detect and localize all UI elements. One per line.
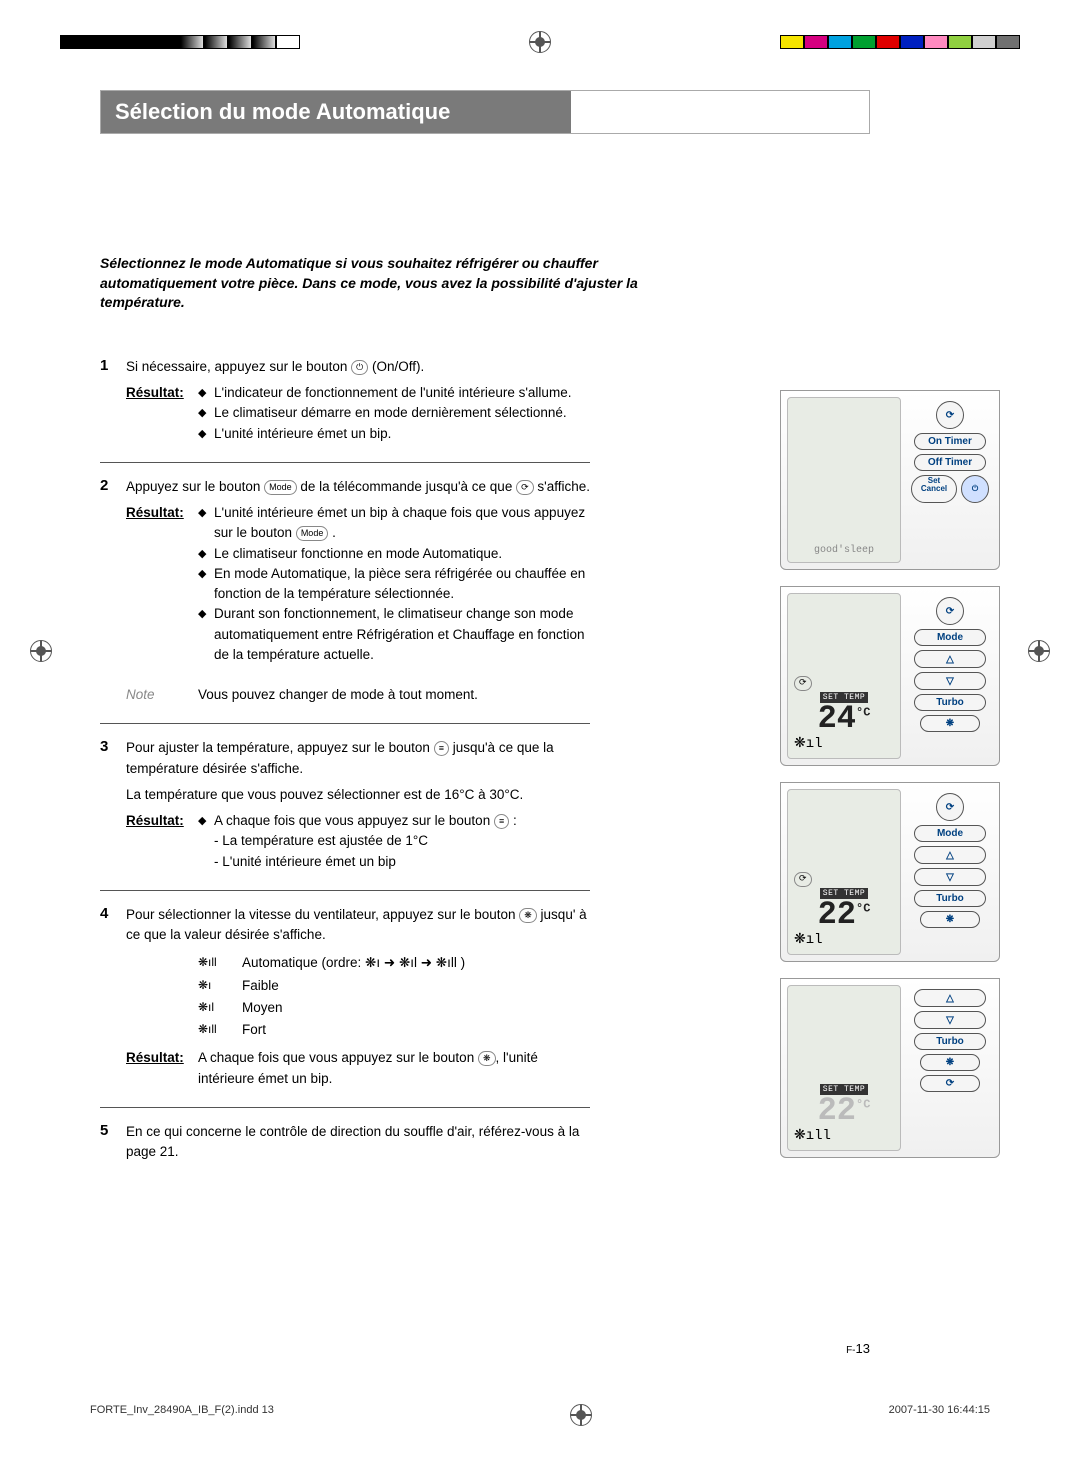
- step-4: 4 Pour sélectionner la vitesse du ventil…: [100, 891, 590, 1108]
- swing-button: ⟳: [936, 401, 964, 429]
- step-text: Pour ajuster la température, appuyez sur…: [126, 738, 590, 779]
- fan-row: ❋ıllAutomatique (ordre: ❋ı ➜ ❋ıl ➜ ❋ıll …: [198, 953, 590, 973]
- remote-button: Mode: [914, 825, 986, 842]
- remote-illustration-1: good'sleep ⟳ On Timer Off Timer Set Canc…: [780, 390, 1000, 570]
- footer-filename: FORTE_Inv_28490A_IB_F(2).indd 13: [90, 1404, 274, 1426]
- lcd-fan-icon: ❋ıll: [794, 1127, 831, 1144]
- result-bullets: L'unité intérieure émet un bip à chaque …: [198, 503, 590, 665]
- remote-button: ❋: [920, 911, 980, 928]
- lcd-text: good'sleep: [814, 545, 874, 556]
- fan-speed-list: ❋ıllAutomatique (ordre: ❋ı ➜ ❋ıl ➜ ❋ıll …: [198, 953, 590, 1040]
- remote-button: Turbo: [914, 890, 986, 907]
- remote-button: △: [914, 846, 986, 864]
- temp-range: La température que vous pouvez sélection…: [126, 785, 590, 805]
- bullet-item: Le climatiseur fonctionne en mode Automa…: [198, 544, 590, 564]
- auto-icon: ⟳: [794, 676, 812, 691]
- power-button: ⏻: [961, 475, 989, 503]
- crosshair-target-icon: [30, 640, 52, 662]
- lcd-fan-icon: ❋ıl: [794, 931, 823, 948]
- bullet-item: Le climatiseur démarre en mode dernièrem…: [198, 403, 590, 423]
- fan-row: ❋ıllFort: [198, 1020, 590, 1040]
- step-1: 1 Si nécessaire, appuyez sur le bouton ⏻…: [100, 343, 590, 463]
- bullet-item: En mode Automatique, la pièce sera réfri…: [198, 564, 590, 605]
- bullet-item: L'unité intérieure émet un bip à chaque …: [198, 503, 590, 544]
- note-label: Note: [126, 685, 198, 705]
- off-timer-button: Off Timer: [914, 454, 986, 471]
- result-text: A chaque fois que vous appuyez sur le bo…: [198, 1048, 590, 1089]
- set-cancel-button: Set Cancel: [911, 475, 957, 503]
- fan-row: ❋ıFaible: [198, 976, 590, 996]
- remote-illustrations: good'sleep ⟳ On Timer Off Timer Set Canc…: [780, 390, 1000, 1158]
- page-number: F-13: [846, 1341, 870, 1356]
- remote-button: ▽: [914, 1011, 986, 1029]
- remote-button: Mode: [914, 629, 986, 646]
- auto-icon: ⟳: [516, 480, 534, 495]
- step-number: 2: [100, 477, 126, 706]
- fan-row: ❋ılMoyen: [198, 998, 590, 1018]
- step-number: 3: [100, 738, 126, 872]
- temp-icon: ≡: [434, 741, 449, 756]
- result-label: Résultat:: [126, 811, 198, 872]
- remote-button: ▽: [914, 672, 986, 690]
- remote-button: Turbo: [914, 694, 986, 711]
- reg-color-swatches: [780, 35, 1020, 49]
- remote-button: ⟳: [936, 597, 964, 625]
- remote-button: ⟳: [920, 1075, 980, 1092]
- remote-button: △: [914, 989, 986, 1007]
- temp-icon: ≡: [494, 814, 509, 829]
- step-5: 5 En ce qui concerne le contrôle de dire…: [100, 1108, 590, 1187]
- crosshair-target-icon: [570, 1404, 592, 1426]
- result-label: Résultat:: [126, 503, 198, 665]
- lcd-temperature: 22°C: [818, 1095, 871, 1127]
- title-bar: Sélection du mode Automatique: [100, 90, 870, 134]
- step-number: 4: [100, 905, 126, 1089]
- remote-button: ❋: [920, 715, 980, 732]
- print-registration-bar: [0, 30, 1080, 54]
- step-text: Si nécessaire, appuyez sur le bouton ⏻ (…: [126, 357, 590, 377]
- bullet-item: L'indicateur de fonctionnement de l'unit…: [198, 383, 590, 403]
- step-3: 3 Pour ajuster la température, appuyez s…: [100, 724, 590, 891]
- bullet-item: Durant son fonctionnement, le climatiseu…: [198, 604, 590, 665]
- footer-timestamp: 2007-11-30 16:44:15: [889, 1404, 990, 1426]
- bullet-item: A chaque fois que vous appuyez sur le bo…: [198, 811, 590, 872]
- lcd-fan-icon: ❋ıl: [794, 735, 823, 752]
- reg-grayscale-swatches: [60, 35, 300, 49]
- remote-illustration-3: ⟳ SET TEMP 22°C ❋ıl ⟳Mode△▽Turbo❋: [780, 782, 1000, 962]
- step-2: 2 Appuyez sur le bouton Mode de la téléc…: [100, 463, 590, 725]
- auto-icon: ⟳: [794, 872, 812, 887]
- remote-button: ❋: [920, 1054, 980, 1071]
- lcd-temperature: 22°C: [818, 899, 871, 931]
- bullet-item: L'unité intérieure émet un bip.: [198, 424, 590, 444]
- step-text: Pour sélectionner la vitesse du ventilat…: [126, 905, 590, 946]
- fan-icon: ❋: [478, 1051, 496, 1066]
- remote-illustration-2: ⟳ SET TEMP 24°C ❋ıl ⟳Mode△▽Turbo❋: [780, 586, 1000, 766]
- mode-icon: Mode: [264, 480, 297, 495]
- remote-button: ⟳: [936, 793, 964, 821]
- step-number: 1: [100, 357, 126, 444]
- result-bullets: A chaque fois que vous appuyez sur le bo…: [198, 811, 590, 872]
- lcd-temperature: 24°C: [818, 703, 871, 735]
- on-timer-button: On Timer: [914, 433, 986, 450]
- crosshair-target-icon: [529, 31, 551, 53]
- result-label: Résultat:: [126, 1048, 198, 1089]
- result-label: Résultat:: [126, 383, 198, 444]
- page-title: Sélection du mode Automatique: [101, 91, 571, 133]
- result-bullets: L'indicateur de fonctionnement de l'unit…: [198, 383, 590, 444]
- footer-metadata: FORTE_Inv_28490A_IB_F(2).indd 13 2007-11…: [90, 1404, 990, 1426]
- step-number: 5: [100, 1122, 126, 1169]
- fan-icon: ❋: [519, 908, 537, 923]
- intro-text: Sélectionnez le mode Automatique si vous…: [100, 254, 660, 313]
- note-text: Vous pouvez changer de mode à tout momen…: [198, 685, 478, 705]
- crosshair-target-icon: [1028, 640, 1050, 662]
- step-text: En ce qui concerne le contrôle de direct…: [126, 1122, 590, 1163]
- remote-button: ▽: [914, 868, 986, 886]
- remote-button: Turbo: [914, 1033, 986, 1050]
- page-content: Sélection du mode Automatique Sélectionn…: [100, 90, 870, 1316]
- power-icon: ⏻: [351, 360, 368, 375]
- remote-button: △: [914, 650, 986, 668]
- remote-illustration-4: SET TEMP 22°C ❋ıll △▽Turbo❋⟳: [780, 978, 1000, 1158]
- step-text: Appuyez sur le bouton Mode de la télécom…: [126, 477, 590, 497]
